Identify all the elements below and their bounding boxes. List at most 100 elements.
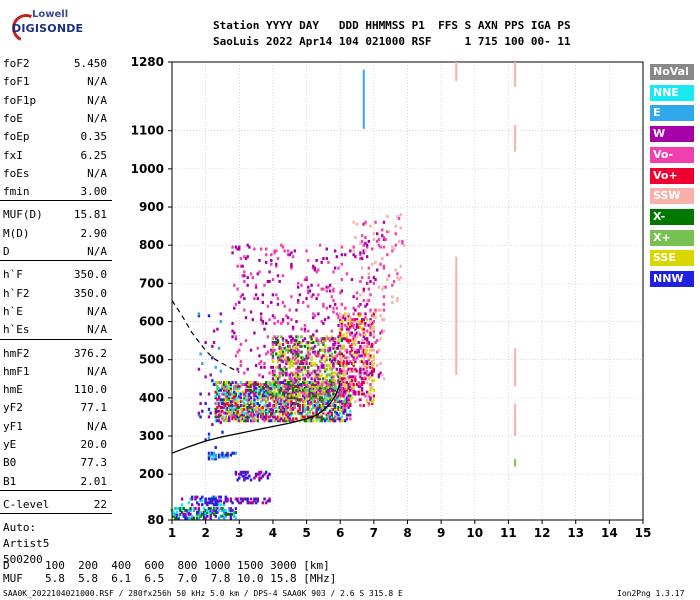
echo-point [302, 356, 305, 360]
echo-point [214, 508, 217, 512]
echo-point [271, 365, 275, 369]
echo-point [342, 346, 345, 350]
echo-point [340, 352, 344, 356]
echo-point [286, 384, 290, 388]
echo-point [376, 232, 379, 236]
echo-point [381, 329, 384, 333]
echo-point [303, 409, 307, 413]
echo-point [381, 331, 384, 335]
echo-point [290, 335, 293, 339]
echo-point [291, 327, 295, 331]
echo-point [265, 394, 268, 398]
echo-point [177, 514, 180, 518]
echo-point [266, 404, 270, 407]
echo-point [339, 331, 342, 335]
echo-point [345, 360, 349, 364]
echo-point [239, 407, 243, 411]
echo-point [268, 279, 271, 283]
echo-point [278, 356, 281, 360]
echo-point [300, 390, 303, 394]
echo-point [327, 285, 330, 289]
echo-point [369, 323, 372, 327]
legend-item-x-: X- [650, 208, 694, 225]
echo-point [359, 346, 362, 350]
echo-point [359, 360, 362, 364]
echo-point [238, 348, 241, 352]
echo-point [216, 419, 219, 423]
echo-point [355, 297, 359, 301]
echo-point [352, 375, 355, 379]
echo-point [300, 398, 303, 402]
echo-point [244, 398, 248, 402]
param-value: 350.0 [73, 286, 107, 300]
echo-point [241, 413, 244, 417]
echo-point [221, 386, 224, 390]
echo-point [196, 510, 199, 514]
echo-point [270, 419, 273, 423]
echo-point [328, 365, 332, 369]
echo-point [222, 402, 226, 406]
echo-point [330, 362, 334, 366]
echo-point [271, 360, 275, 364]
echo-point [293, 396, 296, 400]
echo-point [354, 400, 357, 404]
echo-point [276, 381, 280, 385]
echo-point [244, 476, 248, 480]
echo-point [293, 358, 296, 362]
echo-point [310, 407, 313, 411]
echo-point [226, 402, 229, 406]
echo-point [302, 404, 305, 407]
echo-point [300, 415, 303, 419]
echo-point [369, 362, 372, 366]
echo-point [239, 363, 243, 367]
echo-point [273, 386, 276, 390]
echo-point [323, 360, 327, 364]
echo-point [290, 295, 293, 299]
echo-point [333, 337, 337, 341]
echo-point [332, 299, 335, 303]
echo-point [278, 405, 281, 409]
echo-point [354, 360, 357, 364]
echo-point [179, 507, 182, 511]
echo-point [291, 352, 295, 356]
echo-point [350, 348, 354, 352]
echo-point [226, 388, 229, 392]
echo-point [345, 404, 349, 407]
echo-point [246, 367, 249, 371]
echo-point [295, 350, 298, 354]
echo-point [268, 472, 271, 476]
echo-point [211, 453, 214, 457]
echo-point [212, 329, 216, 333]
echo-point [340, 245, 344, 249]
echo-point [246, 402, 249, 406]
echo-point [276, 377, 280, 381]
echo-point [295, 394, 298, 398]
auto-info-line: 500200 [3, 553, 43, 567]
echo-point [370, 360, 374, 364]
echo-point [175, 516, 179, 520]
echo-point [318, 413, 322, 417]
echo-point [327, 396, 330, 400]
echo-point [320, 356, 323, 360]
echo-point [227, 390, 231, 394]
echo-point [352, 245, 355, 249]
echo-point [265, 381, 268, 385]
legend-item-x-: X+ [650, 229, 694, 246]
echo-point [350, 354, 354, 358]
echo-point [327, 348, 330, 352]
echo-point [354, 337, 357, 341]
param-label: D [3, 245, 10, 258]
echo-point [291, 419, 295, 423]
echo-point [340, 419, 344, 423]
echo-point [357, 350, 360, 354]
echo-point [337, 352, 340, 356]
echo-point [222, 405, 226, 409]
echo-point [280, 388, 283, 392]
echo-point [253, 247, 256, 251]
echo-point [325, 413, 328, 417]
echo-point [335, 394, 339, 398]
echo-point [288, 413, 291, 417]
echo-point [342, 402, 345, 406]
echo-point [246, 398, 249, 402]
echo-point [298, 365, 302, 369]
